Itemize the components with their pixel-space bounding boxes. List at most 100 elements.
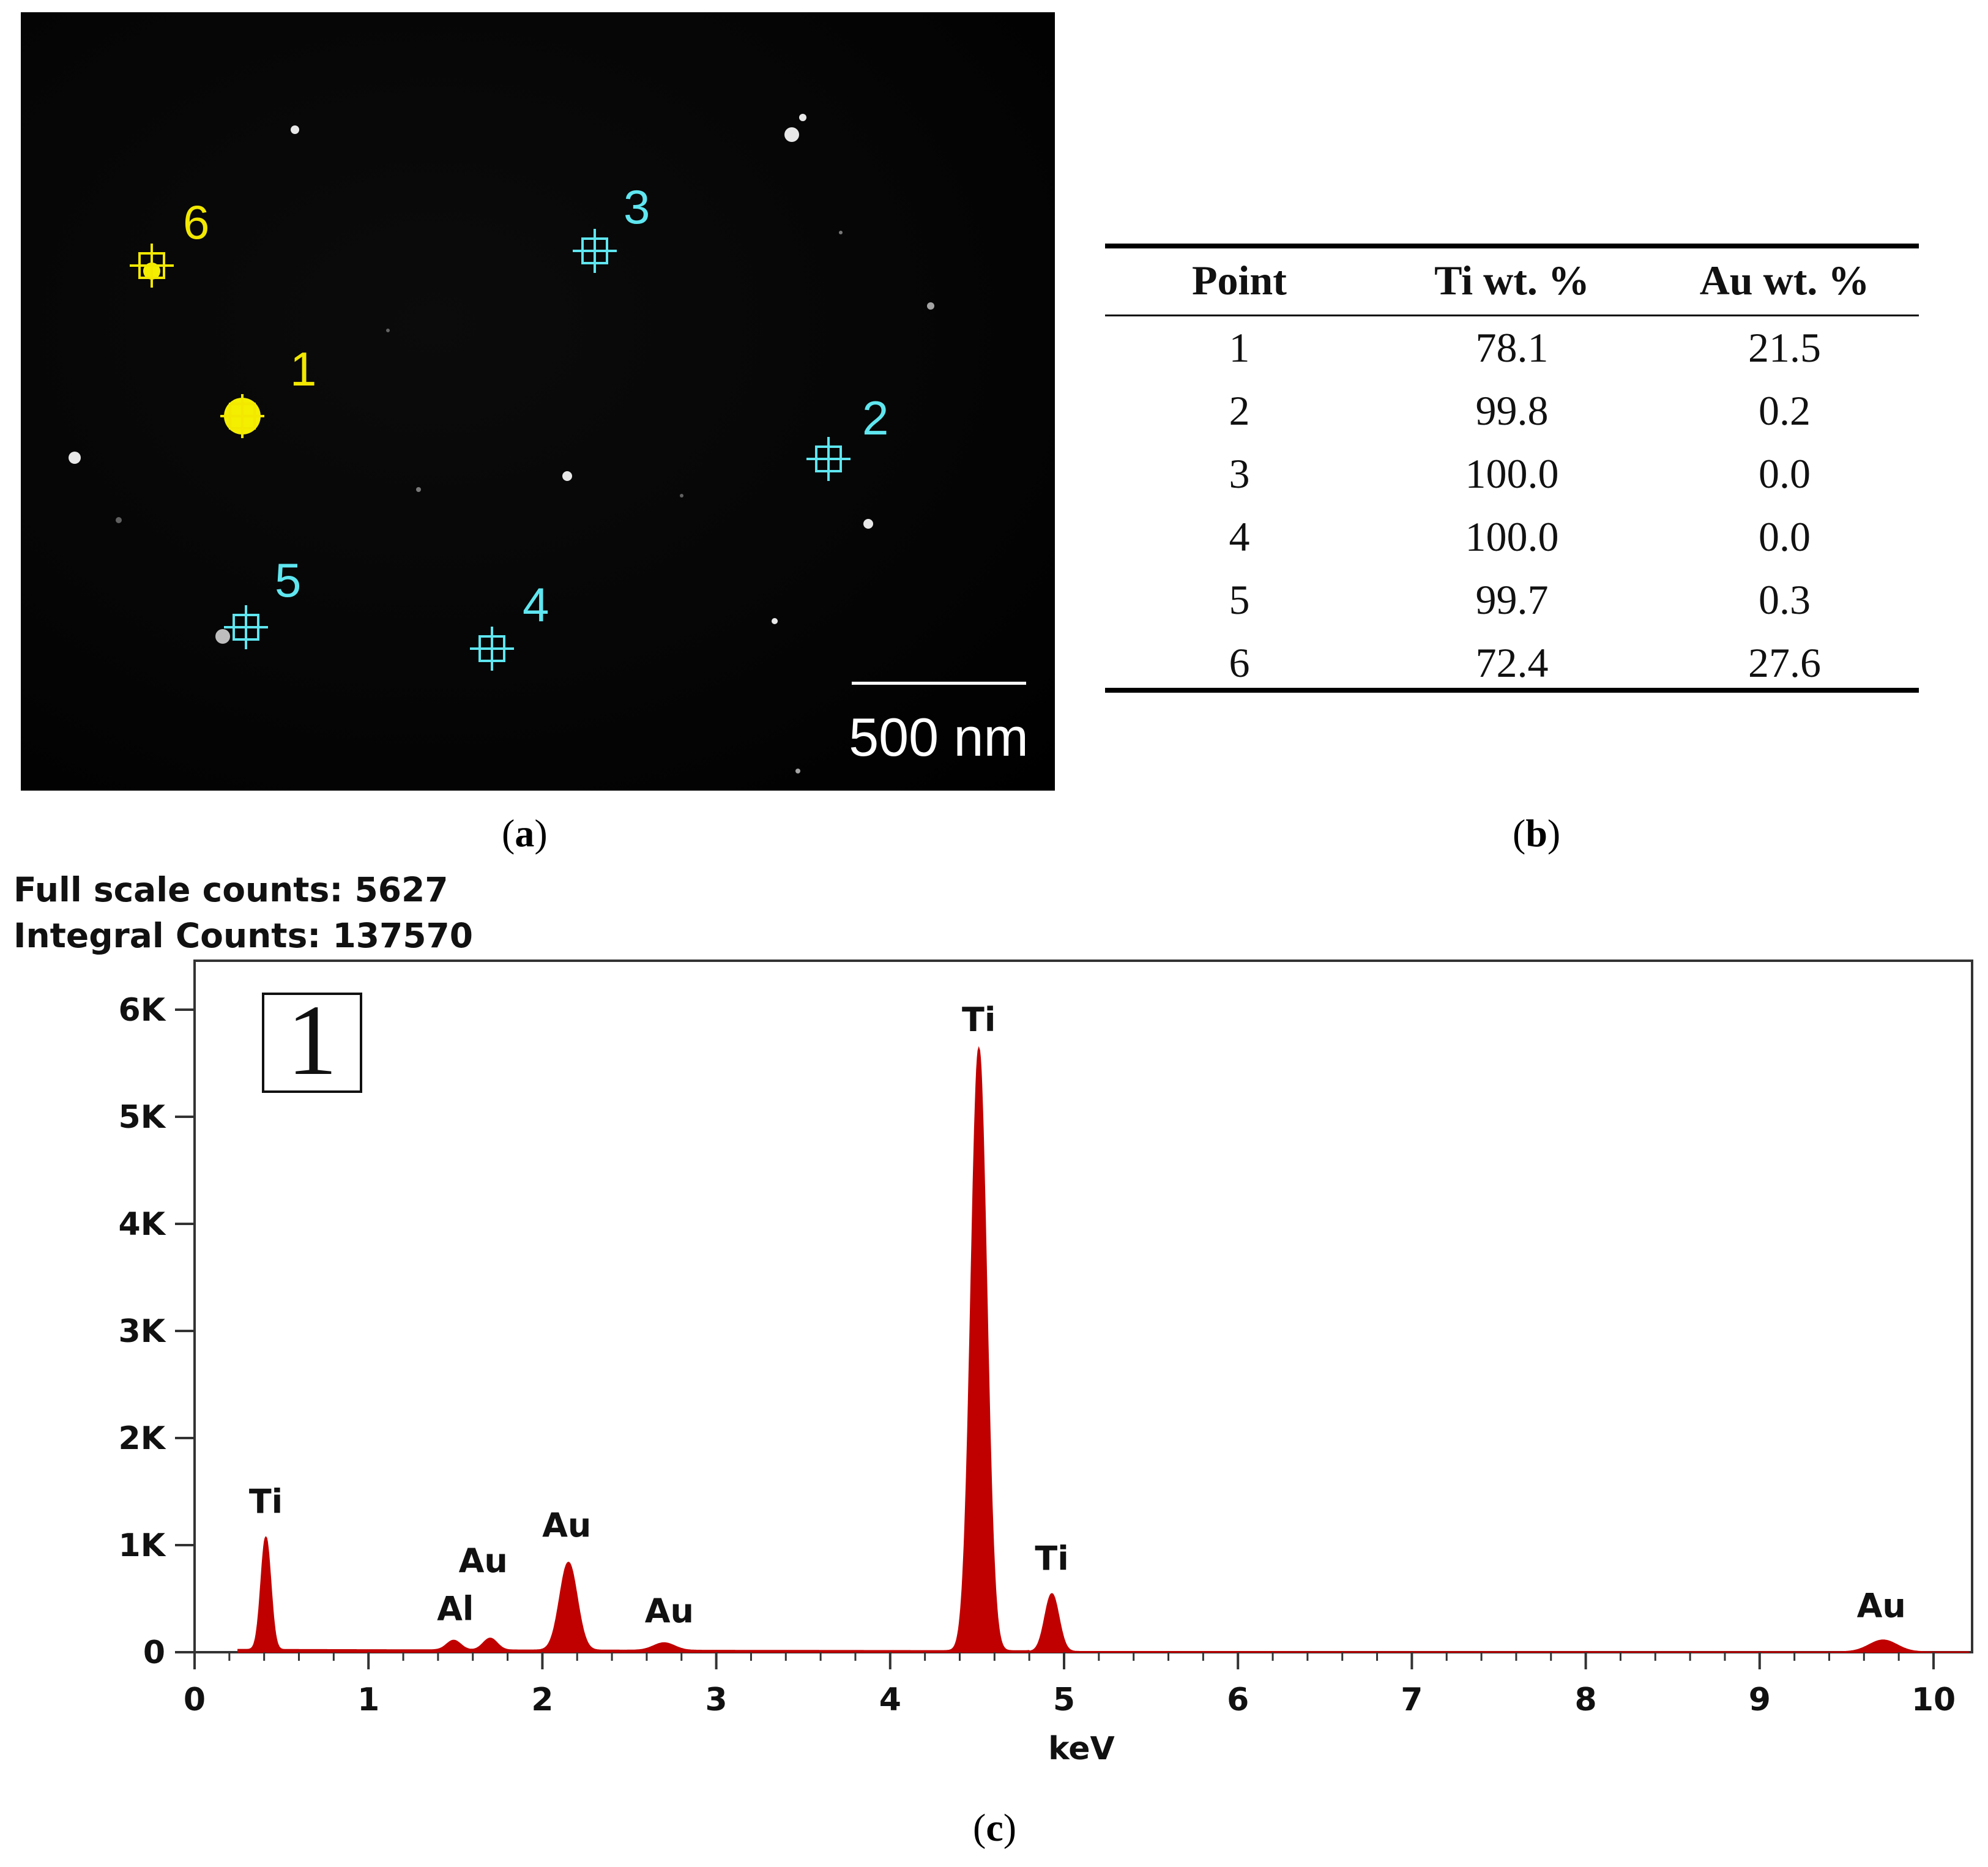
table-row: 5 99.7 0.3	[1105, 568, 1919, 632]
marker-label: 4	[523, 578, 549, 632]
cell-point: 6	[1229, 639, 1250, 686]
table-row: 4 100.0 0.0	[1105, 505, 1919, 568]
particles	[69, 114, 934, 773]
cell-point: 3	[1229, 450, 1250, 497]
table-header-row: Point Ti wt. % Au wt. %	[1105, 246, 1919, 316]
peak-labels: Ti Au Al Au Au Ti Ti Au	[249, 1001, 1906, 1630]
particle	[772, 618, 778, 624]
particle	[215, 629, 230, 644]
marker-label: 6	[183, 195, 209, 249]
marker-label: 5	[275, 553, 301, 607]
y-tick-label: 5K	[119, 1099, 166, 1136]
spectrum-series	[237, 1046, 1970, 1653]
table-row: 1 78.1 21.5	[1105, 316, 1919, 380]
cell-ti: 99.7	[1475, 576, 1549, 623]
particle	[927, 302, 934, 310]
point-marker: 1	[220, 342, 316, 438]
x-tick-label: 1	[357, 1682, 379, 1718]
x-tick-label: 2	[531, 1682, 553, 1718]
peak-label: Au	[542, 1506, 591, 1545]
header-au: Au wt. %	[1650, 246, 1919, 316]
cell-point: 1	[1229, 324, 1250, 371]
table-bottom-rule	[1105, 688, 1919, 693]
cell-ti: 99.8	[1475, 387, 1549, 434]
x-tick-label: 9	[1749, 1682, 1771, 1718]
point-markers: 1 2 3 4 5 6	[130, 180, 888, 671]
y-tick-label: 4K	[119, 1206, 166, 1243]
cell-au: 0.2	[1759, 387, 1811, 434]
cell-point: 2	[1229, 387, 1250, 434]
peak-label: Ti	[249, 1483, 283, 1521]
x-tick-label: 5	[1053, 1682, 1075, 1718]
sem-image-overlay: 1 2 3 4 5 6 500 nm	[69, 114, 1029, 773]
spectrum-axes: 0 1 2 3 4 5 6 7 8 9 10 keV 0 1K 2K 3K 4K 5K 6K	[119, 992, 1956, 1767]
panel-b-caption: (b)	[1513, 811, 1561, 855]
scale-bar	[852, 682, 1026, 685]
x-tick-label: 6	[1227, 1682, 1249, 1718]
cell-au: 0.0	[1759, 450, 1811, 497]
y-tick-label: 2K	[119, 1420, 166, 1457]
header-point: Point	[1105, 246, 1374, 316]
y-tick-label: 1K	[119, 1527, 166, 1564]
y-tick-label: 0	[143, 1634, 165, 1671]
x-tick-label: 0	[184, 1682, 206, 1718]
particle	[839, 231, 843, 234]
peak-label: Ti	[962, 1001, 996, 1039]
particle	[784, 127, 799, 142]
table-row: 2 99.8 0.2	[1105, 379, 1919, 442]
y-tick-label: 3K	[119, 1313, 166, 1350]
x-tick-label: 3	[705, 1682, 728, 1718]
x-tick-label: 4	[879, 1682, 901, 1718]
cell-au: 0.0	[1759, 513, 1811, 560]
table-row: 3 100.0 0.0	[1105, 442, 1919, 505]
scale-bar-label: 500 nm	[849, 707, 1029, 767]
cell-ti: 100.0	[1465, 450, 1559, 497]
marker-label: 3	[624, 180, 650, 234]
point-marker: 3	[573, 180, 650, 273]
cell-ti: 72.4	[1475, 639, 1549, 686]
x-tick-label: 10	[1912, 1682, 1956, 1718]
particle	[680, 494, 683, 497]
cell-point: 4	[1229, 513, 1250, 560]
point-marker: 4	[470, 578, 549, 671]
cell-au: 27.6	[1748, 639, 1822, 686]
integral-counts: Integral Counts: 137570	[13, 916, 474, 955]
inset-label: 1	[287, 984, 338, 1096]
composition-table: Point Ti wt. % Au wt. % 1 78.1 21.5 2 99.8 0…	[1105, 246, 1919, 695]
peak-label: Au	[1857, 1586, 1906, 1625]
y-tick-label: 6K	[119, 992, 166, 1029]
x-axis-label: keV	[1048, 1731, 1115, 1767]
header-ti: Ti wt. %	[1373, 246, 1651, 316]
cell-ti: 78.1	[1475, 324, 1549, 371]
particle	[69, 452, 81, 464]
point-marker: 2	[806, 391, 888, 481]
marker-label: 2	[862, 391, 888, 445]
cell-au: 0.3	[1759, 576, 1811, 623]
particle	[863, 519, 873, 529]
point-marker: 6	[130, 195, 209, 288]
spectrum-area	[237, 1046, 1970, 1653]
particle	[291, 125, 299, 134]
cell-ti: 100.0	[1465, 513, 1559, 560]
full-scale-counts: Full scale counts: 5627	[13, 870, 449, 909]
cell-point: 5	[1229, 576, 1250, 623]
particle	[799, 114, 806, 121]
particle	[795, 769, 800, 773]
panel-a-caption: (a)	[502, 811, 548, 855]
peak-label: Au	[459, 1541, 508, 1580]
peak-label: Au	[645, 1592, 694, 1630]
panel-c-caption: (c)	[973, 1806, 1017, 1849]
point-marker: 5	[224, 553, 301, 649]
particle	[386, 329, 390, 332]
inset-label-box	[262, 993, 362, 1093]
plot-frame	[193, 960, 1973, 1653]
table-row: 6 72.4 27.6	[1105, 632, 1919, 695]
peak-label: Ti	[1035, 1539, 1068, 1578]
x-tick-label: 7	[1401, 1682, 1423, 1718]
marker-label: 1	[290, 342, 316, 396]
particle	[562, 471, 572, 481]
particle	[116, 517, 122, 523]
peak-label: Al	[437, 1590, 474, 1628]
x-tick-label: 8	[1575, 1682, 1597, 1718]
